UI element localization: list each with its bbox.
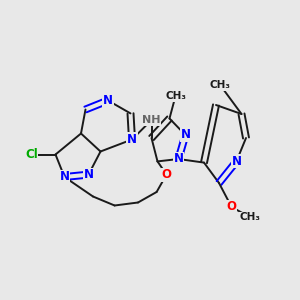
Text: CH₃: CH₃ <box>240 212 261 223</box>
Text: N: N <box>231 155 242 168</box>
Text: N: N <box>180 128 190 142</box>
Text: CH₃: CH₃ <box>165 91 186 101</box>
Text: O: O <box>226 200 237 214</box>
Text: N: N <box>83 168 94 181</box>
Text: CH₃: CH₃ <box>210 80 231 91</box>
Text: N: N <box>59 170 70 184</box>
Text: N: N <box>173 152 184 166</box>
Text: NH: NH <box>142 115 161 125</box>
Text: O: O <box>161 168 172 181</box>
Text: N: N <box>103 94 113 107</box>
Text: Cl: Cl <box>25 148 38 161</box>
Text: N: N <box>127 133 137 146</box>
